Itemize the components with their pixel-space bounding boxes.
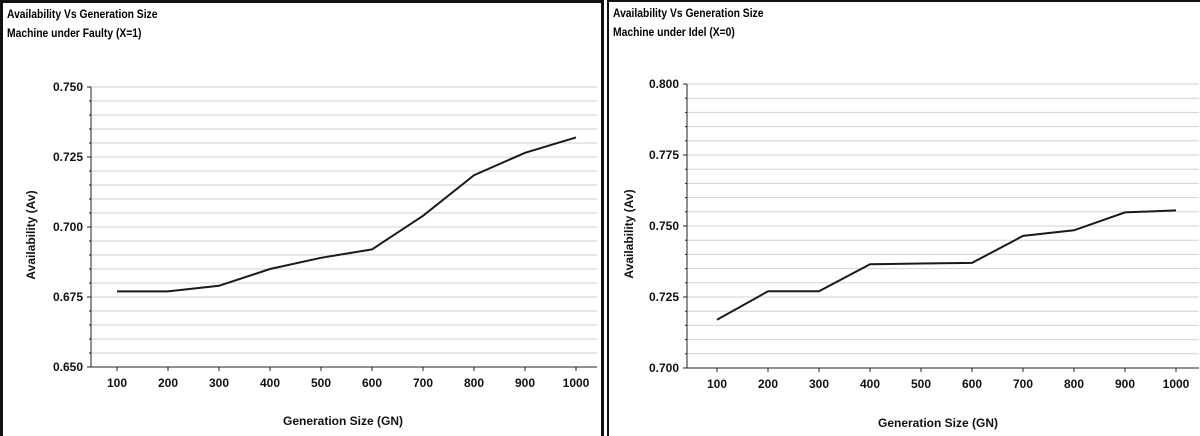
series-line [716, 209, 1177, 321]
x-tick-label: 700 [1013, 377, 1033, 391]
x-tick-label: 600 [962, 377, 982, 391]
y-tick-label: 0.725 [649, 290, 679, 304]
y-tick-label: 0.700 [649, 361, 679, 375]
x-tick-label: 400 [260, 376, 280, 390]
x-tick-label: 100 [707, 377, 727, 391]
x-tick-label: 1000 [563, 376, 590, 390]
y-axis-label: Availability (Av) [24, 190, 38, 279]
x-tick-label: 600 [362, 376, 382, 390]
chart-subtitle: Machine under Faulty (X=1) [7, 26, 142, 40]
y-axis-label: Availability (Av) [622, 189, 636, 278]
chart-panel-idle: Availability Vs Generation Size Machine … [607, 0, 1200, 436]
y-tick-label: 0.675 [53, 290, 83, 304]
x-tick-label: 500 [911, 377, 931, 391]
chart-faulty-svg: 0.650 0.675 0.700 0.725 0.750 100 200 300 400 500… [24, 80, 597, 428]
x-tick-label: 300 [209, 376, 229, 390]
y-tick-label: 0.725 [53, 150, 83, 164]
x-tick-label: 900 [515, 376, 535, 390]
x-tick-label: 200 [158, 376, 178, 390]
x-tick-label: 1000 [1163, 377, 1190, 391]
chart-panel-faulty: Availability Vs Generation Size Machine … [0, 0, 604, 436]
x-tick-label: 100 [107, 376, 127, 390]
x-axis-label: Generation Size (GN) [878, 416, 998, 430]
y-tick-label: 0.750 [649, 219, 679, 233]
x-tick-label: 300 [809, 377, 829, 391]
y-tick-label: 0.750 [53, 80, 83, 94]
x-tick-label: 700 [413, 376, 433, 390]
x-tick-label: 400 [860, 377, 880, 391]
x-tick-label: 500 [311, 376, 331, 390]
chart-title: Availability Vs Generation Size [7, 7, 158, 21]
y-tick-label: 0.800 [649, 77, 679, 91]
chart-title: Availability Vs Generation Size [613, 6, 764, 20]
x-tick-label: 900 [1115, 377, 1135, 391]
y-tick-label: 0.650 [53, 360, 83, 374]
y-tick-label: 0.775 [649, 148, 679, 162]
chart-subtitle: Machine under Idel (X=0) [613, 25, 735, 39]
chart-idle-svg: 0.700 0.725 0.750 0.775 0.800 100 200 300 400 500… [622, 77, 1199, 430]
x-tick-label: 800 [1064, 377, 1084, 391]
series-line [117, 136, 577, 293]
x-axis-label: Generation Size (GN) [283, 414, 403, 428]
y-tick-label: 0.700 [53, 220, 83, 234]
x-tick-label: 800 [464, 376, 484, 390]
x-tick-label: 200 [758, 377, 778, 391]
